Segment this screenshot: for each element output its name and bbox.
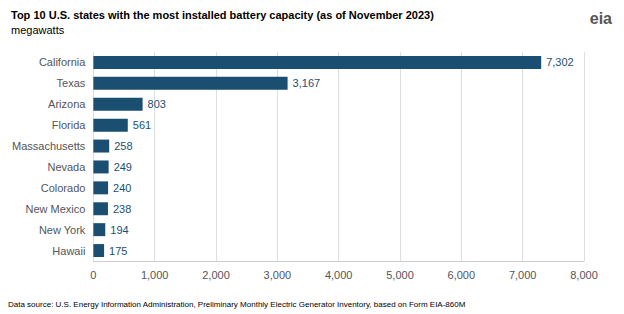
svg-text:1,000: 1,000	[141, 269, 169, 281]
svg-text:8,000: 8,000	[570, 269, 598, 281]
svg-text:Massachusetts: Massachusetts	[12, 140, 86, 152]
svg-text:Data source: U.S. Energy Infor: Data source: U.S. Energy Information Adm…	[8, 300, 466, 309]
svg-text:0: 0	[90, 269, 96, 281]
svg-text:194: 194	[110, 224, 128, 236]
svg-text:6,000: 6,000	[448, 269, 476, 281]
svg-text:803: 803	[148, 98, 166, 110]
svg-text:7,000: 7,000	[509, 269, 537, 281]
svg-text:175: 175	[109, 245, 127, 257]
svg-text:Colorado: Colorado	[41, 182, 86, 194]
svg-text:249: 249	[114, 161, 132, 173]
svg-text:2,000: 2,000	[202, 269, 230, 281]
svg-text:Texas: Texas	[57, 77, 86, 89]
svg-text:Florida: Florida	[52, 119, 87, 131]
svg-text:258: 258	[114, 140, 132, 152]
svg-text:3,167: 3,167	[293, 77, 321, 89]
svg-text:7,302: 7,302	[546, 56, 574, 68]
svg-text:Top 10 U.S. states with the mo: Top 10 U.S. states with the most install…	[11, 9, 434, 21]
svg-text:238: 238	[113, 203, 131, 215]
svg-text:5,000: 5,000	[386, 269, 414, 281]
svg-text:4,000: 4,000	[325, 269, 353, 281]
svg-text:eia: eia	[590, 10, 612, 27]
svg-text:561: 561	[133, 119, 151, 131]
svg-text:New York: New York	[39, 224, 86, 236]
svg-text:California: California	[39, 56, 86, 68]
svg-text:Nevada: Nevada	[47, 161, 86, 173]
svg-text:New Mexico: New Mexico	[25, 203, 85, 215]
svg-text:Hawaii: Hawaii	[52, 245, 85, 257]
svg-text:240: 240	[113, 182, 131, 194]
svg-text:3,000: 3,000	[264, 269, 292, 281]
svg-text:Arizona: Arizona	[48, 98, 86, 110]
svg-text:megawatts: megawatts	[11, 24, 65, 36]
